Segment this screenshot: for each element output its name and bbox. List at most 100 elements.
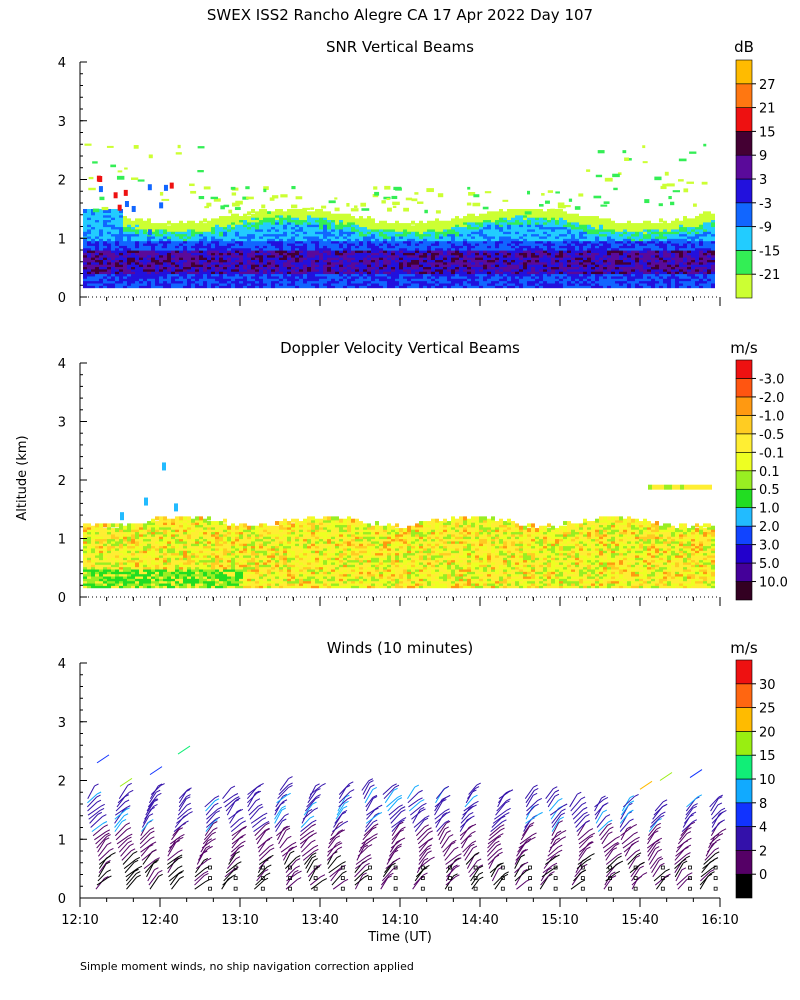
snr-cell — [623, 230, 627, 235]
snr-cell — [387, 246, 391, 251]
snr-cell — [503, 255, 507, 260]
snr-cell — [107, 260, 111, 265]
snr-cell — [343, 255, 347, 260]
snr-cell — [527, 260, 531, 265]
snr-cell — [287, 255, 291, 260]
snr-cell — [307, 244, 311, 249]
snr-cell — [191, 227, 195, 232]
snr-cell — [95, 227, 99, 232]
snr-cell — [315, 265, 319, 270]
snr-cell — [403, 279, 407, 284]
snr-cell — [671, 237, 675, 242]
snr-cell — [379, 248, 383, 253]
snr-cell — [639, 281, 643, 286]
snr-cell — [231, 223, 235, 228]
snr-cell — [255, 248, 259, 253]
snr-cell — [575, 237, 579, 242]
snr-cell — [367, 227, 371, 232]
snr-cell — [547, 241, 551, 246]
snr-cell — [147, 263, 151, 268]
snr-cell — [83, 225, 87, 230]
snr-cell — [487, 277, 491, 282]
snr-cell — [163, 244, 167, 249]
snr-cell — [711, 284, 715, 289]
snr-cell — [543, 241, 547, 246]
snr-cell — [575, 246, 579, 251]
snr-cell — [311, 225, 315, 230]
snr-cell — [431, 234, 435, 239]
snr-cell — [231, 218, 235, 223]
snr-cell — [487, 265, 491, 270]
snr-cell — [631, 230, 635, 235]
snr-cell — [255, 230, 259, 235]
snr-cell — [539, 218, 543, 223]
snr-cell — [423, 281, 427, 286]
snr-cell — [615, 230, 619, 235]
snr-cell — [439, 284, 443, 289]
snr-cell — [379, 225, 383, 230]
snr-cell — [483, 253, 487, 258]
snr-cell — [471, 279, 475, 284]
snr-cell — [703, 272, 707, 277]
snr-cell — [619, 225, 623, 230]
snr-cell — [499, 284, 503, 289]
snr-cell — [319, 255, 323, 260]
snr-cell — [567, 213, 571, 218]
snr-cell — [331, 279, 335, 284]
snr-cell — [423, 223, 427, 228]
snr-cell — [555, 220, 559, 225]
snr-cell — [91, 253, 95, 258]
snr-cell — [395, 253, 399, 258]
snr-cell — [551, 277, 555, 282]
snr-cell — [147, 270, 151, 275]
snr-cell — [219, 218, 223, 223]
snr-cell — [619, 274, 623, 279]
snr-cell — [559, 230, 563, 235]
snr-cell — [227, 270, 231, 275]
snr-cell — [579, 272, 583, 277]
snr-cell — [83, 220, 87, 225]
snr-cell — [583, 225, 587, 230]
snr-cell — [527, 225, 531, 230]
snr-cell — [519, 277, 523, 282]
snr-cell — [659, 239, 663, 244]
snr-cell — [339, 279, 343, 284]
snr-cell — [459, 274, 463, 279]
snr-cell — [623, 279, 627, 284]
snr-speckle — [386, 197, 390, 201]
snr-cell — [423, 248, 427, 253]
snr-cell — [243, 223, 247, 228]
snr-cell — [119, 213, 123, 218]
snr-cell — [159, 284, 163, 289]
snr-cell — [667, 260, 671, 265]
snr-cell — [111, 255, 115, 260]
snr-cell — [383, 244, 387, 249]
snr-cell — [555, 213, 559, 218]
snr-cell — [643, 270, 647, 275]
snr-cell — [419, 274, 423, 279]
snr-cell — [375, 239, 379, 244]
snr-cell — [383, 258, 387, 263]
snr-cell — [147, 239, 151, 244]
snr-cell — [99, 241, 103, 246]
snr-cell — [503, 234, 507, 239]
snr-cell — [623, 274, 627, 279]
snr-cell — [363, 267, 367, 272]
snr-cell — [331, 284, 335, 289]
snr-cell — [699, 260, 703, 265]
snr-cell — [115, 246, 119, 251]
snr-cell — [459, 281, 463, 286]
snr-cell — [575, 274, 579, 279]
snr-cell — [331, 248, 335, 253]
snr-cell — [671, 244, 675, 249]
snr-cell — [591, 260, 595, 265]
snr-cell — [391, 227, 395, 232]
snr-cell — [443, 272, 447, 277]
snr-cell — [587, 246, 591, 251]
snr-cell — [139, 244, 143, 249]
snr-cell — [159, 253, 163, 258]
snr-cell — [215, 258, 219, 263]
snr-cell — [471, 223, 475, 228]
snr-speckle — [472, 202, 481, 207]
snr-cell — [271, 237, 275, 242]
